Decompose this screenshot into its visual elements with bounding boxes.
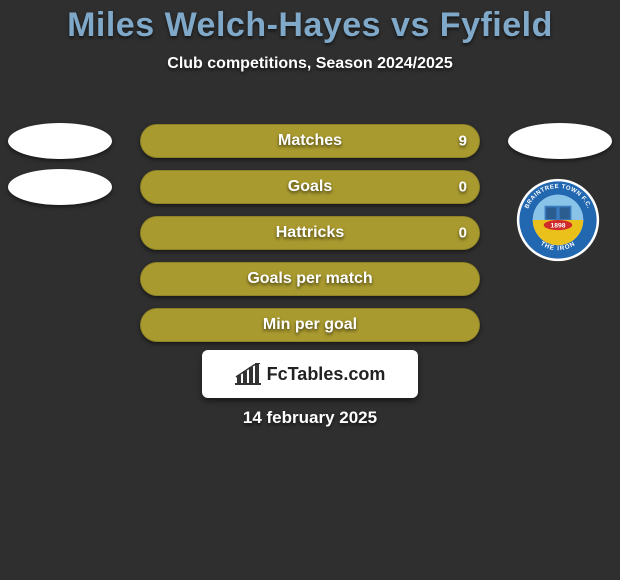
bar-chart-icon bbox=[235, 363, 261, 385]
player-avatar-left bbox=[8, 169, 112, 205]
page-title: Miles Welch-Hayes vs Fyfield bbox=[0, 0, 620, 45]
club-crest-icon: 1898 BRAINTREE TOWN F.C. THE IRON bbox=[516, 178, 600, 262]
branding-text: FcTables.com bbox=[267, 364, 386, 385]
stat-bar: Hattricks0 bbox=[140, 216, 480, 250]
stat-value-right: 0 bbox=[459, 179, 467, 196]
page-subtitle: Club competitions, Season 2024/2025 bbox=[0, 55, 620, 73]
stat-bar: Goals per match bbox=[140, 262, 480, 296]
stat-label: Hattricks bbox=[141, 224, 479, 242]
stat-value-right: 9 bbox=[459, 133, 467, 150]
stat-row: Min per goal bbox=[0, 302, 620, 348]
stat-row: Matches9 bbox=[0, 118, 620, 164]
stat-bar: Goals0 bbox=[140, 170, 480, 204]
stat-label: Goals per match bbox=[141, 270, 479, 288]
player-avatar-right bbox=[508, 123, 612, 159]
stat-bar: Matches9 bbox=[140, 124, 480, 158]
stat-row: Goals per match bbox=[0, 256, 620, 302]
svg-text:1898: 1898 bbox=[551, 223, 566, 230]
branding: FcTables.com bbox=[202, 350, 418, 398]
date-text: 14 february 2025 bbox=[0, 408, 620, 428]
player-avatar-left bbox=[8, 123, 112, 159]
comparison-infographic: Miles Welch-Hayes vs Fyfield Club compet… bbox=[0, 0, 620, 580]
stat-label: Min per goal bbox=[141, 316, 479, 334]
stat-value-right: 0 bbox=[459, 225, 467, 242]
stat-label: Matches bbox=[141, 132, 479, 150]
club-crest: 1898 BRAINTREE TOWN F.C. THE IRON bbox=[516, 178, 600, 262]
stat-label: Goals bbox=[141, 178, 479, 196]
stat-bar: Min per goal bbox=[140, 308, 480, 342]
